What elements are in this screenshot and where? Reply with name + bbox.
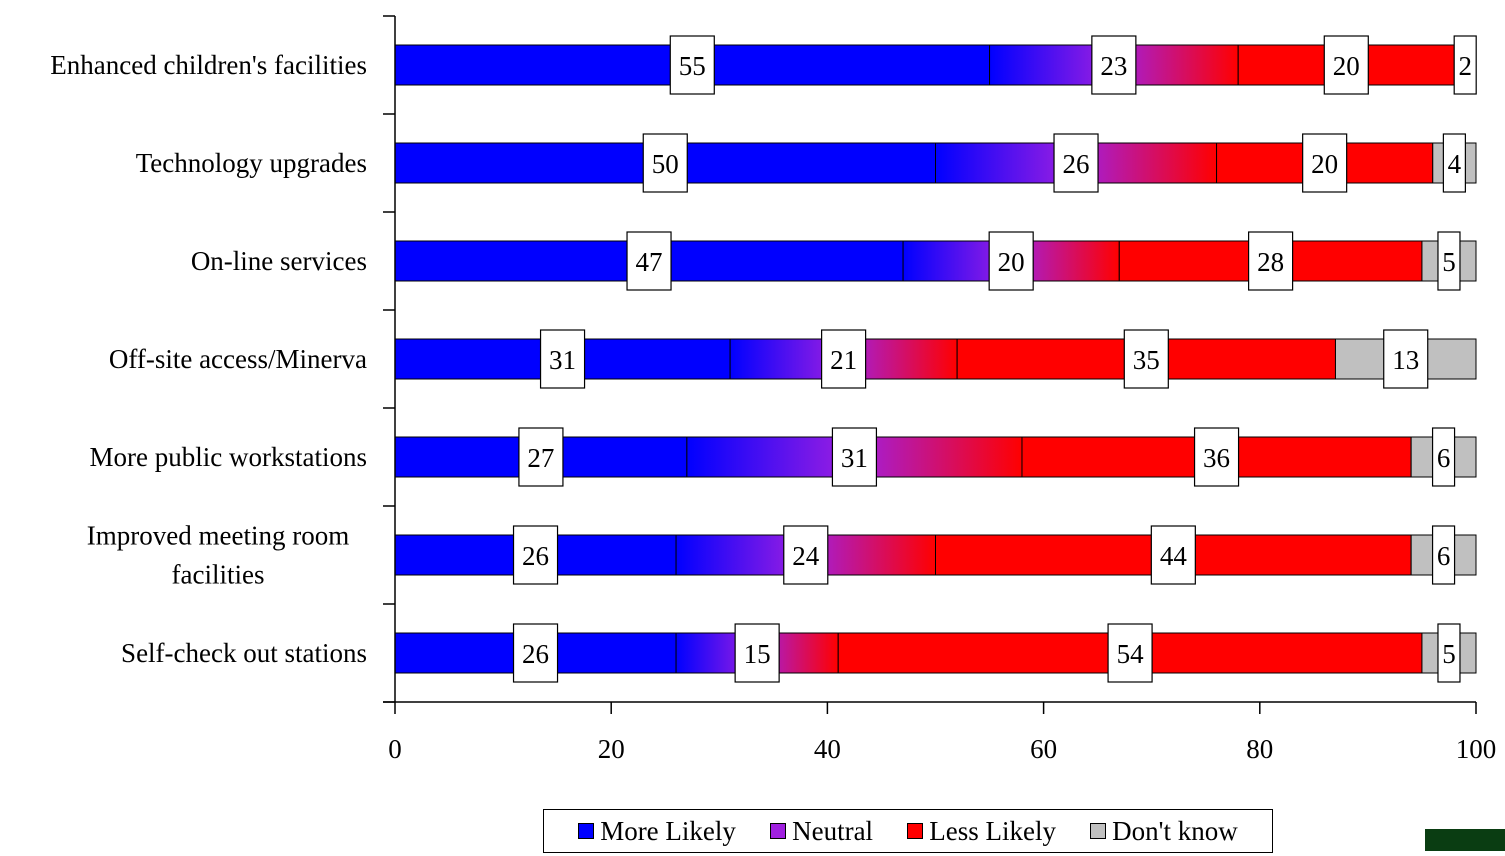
data-label-box <box>1091 35 1137 95</box>
data-label: 5 <box>1442 639 1456 669</box>
data-label-box <box>539 329 586 389</box>
data-label: 13 <box>1392 345 1419 375</box>
data-label: 28 <box>1257 247 1284 277</box>
data-label: 35 <box>1133 345 1160 375</box>
data-label-box <box>626 231 672 291</box>
data-label-box <box>642 133 688 193</box>
data-label-box <box>1193 427 1240 487</box>
data-label: 21 <box>830 345 857 375</box>
data-label: 31 <box>549 345 576 375</box>
data-label-box <box>1442 133 1466 193</box>
data-label-box <box>512 525 559 585</box>
data-label: 55 <box>679 51 706 81</box>
data-label: 36 <box>1203 443 1230 473</box>
data-label: 44 <box>1160 541 1188 571</box>
legend-swatch <box>1090 823 1107 839</box>
legend-label: Don't know <box>1112 815 1238 846</box>
legend-item: More Likely <box>578 816 736 847</box>
data-label-box <box>1323 35 1369 95</box>
data-label-box <box>669 35 715 95</box>
data-label-box <box>831 427 878 487</box>
x-tick-label: 80 <box>1246 734 1273 764</box>
data-label-box <box>1248 231 1294 291</box>
data-label-box <box>1437 623 1461 683</box>
legend-item: Neutral <box>770 816 873 847</box>
data-label-box <box>734 623 780 683</box>
data-label: 20 <box>1311 149 1338 179</box>
data-label-box <box>1107 623 1153 683</box>
x-tick-label: 20 <box>598 734 625 764</box>
data-label-box <box>1053 133 1099 193</box>
x-tick-label: 40 <box>814 734 841 764</box>
data-label-box <box>518 427 564 487</box>
data-label: 4 <box>1448 149 1462 179</box>
x-tick-label: 0 <box>388 734 402 764</box>
data-label: 26 <box>522 639 549 669</box>
data-label: 20 <box>1333 51 1360 81</box>
category-label: Off-site access/Minerva <box>109 344 367 374</box>
data-label-box <box>988 231 1034 291</box>
category-label: Enhanced children's facilities <box>50 50 367 80</box>
data-label: 54 <box>1117 639 1145 669</box>
data-label-box <box>1453 35 1477 95</box>
legend-item: Don't know <box>1090 816 1238 847</box>
data-label: 31 <box>841 443 868 473</box>
data-label: 6 <box>1437 443 1451 473</box>
data-label: 26 <box>1063 149 1090 179</box>
legend-label: Less Likely <box>929 815 1056 846</box>
legend-swatch <box>578 823 595 839</box>
data-label-box <box>1302 133 1348 193</box>
data-label: 5 <box>1442 247 1456 277</box>
data-label: 47 <box>636 247 663 277</box>
data-label-box <box>1431 525 1456 585</box>
data-label-box <box>1437 231 1461 291</box>
data-label-box <box>512 623 559 683</box>
category-label: More public workstations <box>90 442 367 472</box>
legend-label: Neutral <box>792 815 874 846</box>
legend-label: More Likely <box>600 815 736 846</box>
category-label: Technology upgrades <box>136 148 367 178</box>
data-label: 26 <box>522 541 549 571</box>
data-label-box <box>1150 525 1196 585</box>
data-label-box <box>1383 329 1429 389</box>
legend-item: Less Likely <box>907 816 1056 847</box>
data-label: 6 <box>1437 541 1451 571</box>
data-label: 2 <box>1458 51 1472 81</box>
category-label: Self-check out stations <box>121 638 367 668</box>
x-tick-label: 60 <box>1030 734 1057 764</box>
data-label-box <box>821 329 867 389</box>
data-label: 15 <box>744 639 771 669</box>
data-label-box <box>1431 427 1456 487</box>
data-label-box <box>1123 329 1169 389</box>
category-label: Improved meeting room facilities <box>87 521 349 590</box>
x-tick-label: 100 <box>1456 734 1497 764</box>
data-label: 20 <box>998 247 1025 277</box>
data-label: 50 <box>652 149 679 179</box>
legend-swatch <box>770 823 787 839</box>
legend-swatch <box>907 823 924 839</box>
data-label: 23 <box>1100 51 1127 81</box>
data-label-box <box>783 525 829 585</box>
category-label: On-line services <box>191 246 367 276</box>
legend: More Likely Neutral Less Likely Don't know <box>543 809 1273 853</box>
data-label: 27 <box>527 443 554 473</box>
data-label: 24 <box>792 541 820 571</box>
corner-decoration <box>1425 829 1505 851</box>
